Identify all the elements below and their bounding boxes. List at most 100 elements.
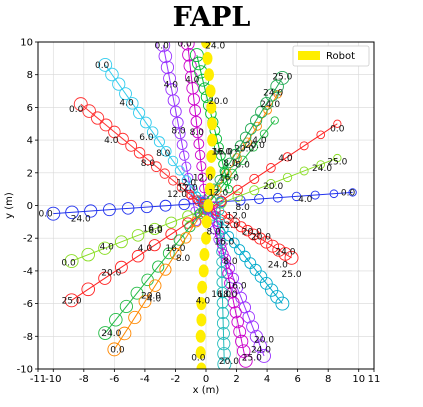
time-label: 8.0 — [156, 149, 171, 159]
legend-label: Robot — [326, 51, 355, 62]
time-label: 24.0 — [312, 164, 332, 174]
y-tick-label: 4 — [27, 136, 33, 147]
agent-position-marker — [180, 42, 195, 51]
time-label: 8.0 — [223, 159, 238, 169]
time-label: 16.0 — [219, 174, 239, 184]
agent-position-marker — [119, 299, 133, 314]
agent-position-marker — [227, 168, 238, 179]
agent-position-marker — [216, 316, 230, 330]
time-label: 25.0 — [327, 157, 347, 167]
time-label: 12.0 — [219, 221, 239, 231]
y-tick-label: 10 — [20, 38, 33, 49]
agent-position-marker — [146, 126, 159, 138]
time-label: 0.0 — [61, 259, 76, 269]
agent-position-marker — [231, 315, 244, 329]
x-tick-label: -4 — [140, 374, 150, 385]
time-label: 0.0 — [155, 41, 170, 51]
time-label: 25.0 — [282, 270, 302, 280]
time-label: 8.0 — [223, 257, 238, 267]
agent-position-marker — [165, 216, 178, 229]
agent-position-marker — [81, 282, 95, 297]
time-label: 12.0 — [167, 190, 187, 200]
y-tick-label: 2 — [27, 168, 33, 179]
agent-position-marker — [316, 160, 326, 169]
time-label: 4.0 — [147, 295, 162, 305]
agent-position-marker — [194, 149, 206, 161]
agent-position-marker — [266, 178, 276, 189]
x-axis-label: x (m) — [193, 385, 220, 396]
agent-position-marker — [216, 256, 227, 268]
agent-position-marker — [189, 104, 202, 117]
agent-position-marker — [81, 247, 95, 262]
agent-position-marker — [159, 263, 172, 276]
agent-position-marker — [282, 152, 293, 162]
agent-position-marker — [99, 118, 113, 132]
agent-position-marker — [215, 226, 226, 236]
agent-path-line — [187, 43, 209, 222]
agent-position-marker — [82, 104, 96, 118]
time-label: 8.0 — [141, 159, 156, 169]
time-label: 12.0 — [178, 184, 198, 194]
time-annotations: 0.04.08.012.00.04.08.012.00.04.06.08.012… — [38, 41, 356, 367]
time-label: 0.0 — [341, 188, 356, 198]
agent-position-marker — [112, 77, 126, 91]
agent-position-marker — [98, 57, 113, 72]
agent-position-marker — [192, 195, 202, 204]
agent-position-marker — [148, 279, 162, 292]
agent-position-marker — [244, 122, 257, 135]
robot-position-marker — [196, 297, 207, 311]
agent-position-marker — [329, 189, 339, 199]
time-label: 25.0 — [272, 72, 292, 82]
time-label: 24.0 — [275, 247, 295, 257]
time-label: 24.0 — [251, 345, 271, 355]
agent-position-marker — [275, 71, 290, 85]
agent-position-marker — [217, 357, 232, 369]
time-label: 8.0 — [235, 161, 250, 171]
time-label: 20.0 — [242, 228, 262, 238]
agent-position-marker — [254, 194, 265, 205]
robot-position-marker — [204, 68, 215, 82]
agent-path-line — [104, 64, 215, 219]
time-label: 20.0 — [251, 233, 271, 243]
x-tick-label: 8 — [325, 374, 331, 385]
agent-position-marker — [176, 182, 187, 193]
agent-position-marker — [176, 139, 188, 150]
time-label: 4.0 — [298, 195, 313, 205]
agent-position-marker — [180, 232, 192, 244]
time-label: 16.0 — [165, 244, 185, 254]
agent-position-marker — [117, 326, 132, 341]
agent-position-marker — [214, 229, 225, 240]
time-label: 24.0 — [71, 215, 91, 225]
agent-position-marker — [229, 148, 241, 160]
time-label: 4.0 — [278, 154, 293, 164]
agent-position-marker — [160, 60, 175, 74]
robot-position-marker — [198, 264, 209, 278]
agent-position-marker — [234, 244, 246, 256]
agent-position-marker — [229, 306, 242, 319]
time-label: 20.0 — [101, 269, 121, 279]
time-label: 4.0 — [185, 76, 200, 86]
agent-position-marker — [98, 241, 112, 255]
agent-position-marker — [98, 326, 113, 340]
robot-position-marker — [203, 199, 214, 212]
agent-position-marker — [299, 141, 309, 151]
x-tick-label: 2 — [233, 374, 239, 385]
agent-position-marker — [186, 191, 195, 200]
agent-position-marker — [64, 293, 79, 308]
agent-position-marker — [150, 161, 162, 173]
agent-position-marker — [215, 216, 225, 226]
x-tick-label: 6 — [294, 374, 300, 385]
agent-position-marker — [192, 127, 204, 139]
agent-position-marker — [126, 97, 139, 110]
time-label: 4.0 — [164, 81, 179, 91]
agent-position-marker — [333, 153, 342, 163]
x-tick-label: 4 — [264, 374, 270, 385]
agent-position-marker — [174, 128, 186, 140]
time-label: 12.0 — [176, 179, 196, 189]
agent-position-marker — [228, 237, 240, 249]
agent-position-marker — [216, 306, 229, 320]
agent-position-marker — [178, 198, 190, 211]
agent-position-marker — [182, 210, 194, 222]
agent-position-marker — [194, 209, 203, 218]
agent-position-marker — [217, 337, 231, 351]
